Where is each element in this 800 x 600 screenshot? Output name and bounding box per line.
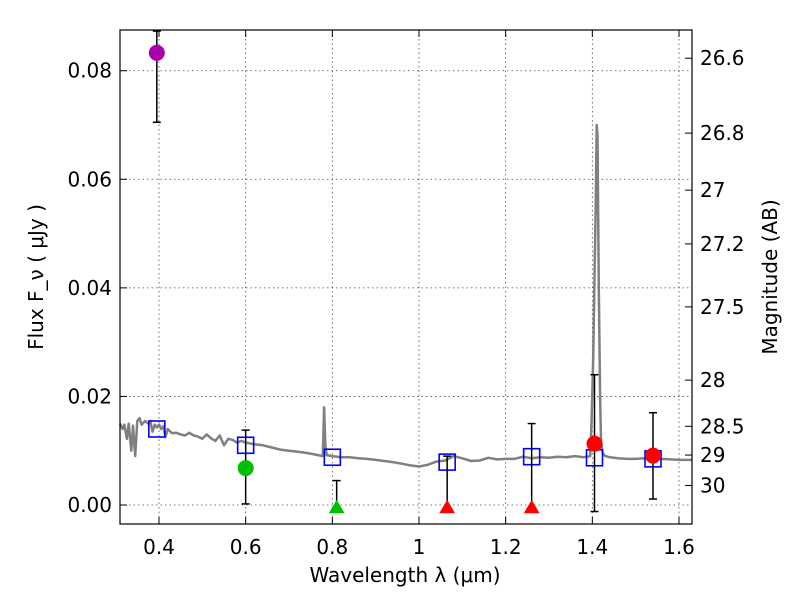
- grid: [120, 30, 692, 524]
- y-axis-label: Flux F_ν ( μJy ): [24, 204, 48, 350]
- y-tick-label: 0.02: [67, 384, 112, 408]
- y2-tick-label: 27: [700, 178, 725, 202]
- y2-axis-label: Magnitude (AB): [758, 199, 782, 354]
- axis-ticks: 0.4 0.6 0.8 1 1.2 1.4 1.6 0.00 0.02 0.04 0.06 0.08 2…: [67, 30, 745, 559]
- x-tick-label: 1.4: [576, 535, 608, 559]
- y-tick-label: 0.00: [67, 493, 112, 517]
- upper-limit-triangle: [328, 499, 345, 514]
- y-tick-label: 0.06: [67, 167, 112, 191]
- y2-tick-label: 30: [700, 473, 725, 497]
- y2-tick-label: 26.6: [700, 46, 745, 70]
- y2-tick-label: 28: [700, 368, 725, 392]
- data-point: [148, 44, 165, 61]
- x-tick-label: 0.8: [316, 535, 348, 559]
- spectrum-layer: [118, 123, 692, 468]
- y2-tick-label: 29: [700, 443, 725, 467]
- x-tick-label: 0.6: [230, 535, 262, 559]
- data-point: [237, 460, 254, 477]
- spectrum-line: [118, 123, 692, 468]
- upper-limit-triangle: [523, 499, 540, 514]
- y2-tick-label: 27.2: [700, 232, 745, 256]
- upper-limit-triangle: [439, 499, 456, 514]
- y-tick-label: 0.04: [67, 276, 112, 300]
- data-point: [586, 435, 603, 452]
- y2-tick-label: 27.5: [700, 295, 745, 319]
- x-tick-label: 1.6: [663, 535, 695, 559]
- y2-tick-label: 26.8: [700, 121, 745, 145]
- x-tick-label: 1.2: [490, 535, 522, 559]
- marker-layer: [148, 30, 662, 514]
- model-square: [323, 448, 342, 467]
- data-point: [645, 447, 661, 464]
- y-tick-label: 0.08: [67, 59, 112, 83]
- x-tick-label: 0.4: [143, 535, 175, 559]
- plot-frame: [119, 29, 693, 525]
- y2-tick-label: 28.5: [700, 414, 745, 438]
- model-square: [148, 420, 166, 438]
- x-axis-label: Wavelength λ (μm): [309, 563, 500, 587]
- x-tick-label: 1: [413, 535, 426, 559]
